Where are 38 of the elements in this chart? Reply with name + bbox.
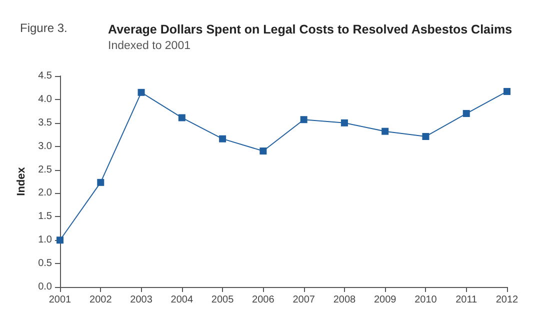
y-tick-label: 2.5 (38, 164, 52, 176)
chart-subtitle: Indexed to 2001 (108, 40, 190, 52)
y-tick-label: 1.5 (38, 211, 52, 222)
y-tick-label: 4.5 (38, 70, 52, 82)
x-tick-label: 2011 (456, 294, 478, 306)
point (178, 114, 186, 122)
point (138, 88, 145, 96)
point (462, 110, 470, 118)
y-tick-label: 3.0 (38, 140, 52, 152)
caption: Figure 3. (20, 21, 68, 35)
point (504, 88, 510, 95)
point (97, 178, 104, 186)
point (382, 128, 389, 135)
point (340, 119, 348, 126)
x-tick-label: 2006 (252, 294, 275, 306)
x-tick-label: 2008 (333, 294, 356, 306)
point (260, 148, 267, 155)
chart-title: Average Dollars Spent on Legal Costs to Resolved Asbestos Claims (108, 22, 512, 36)
y-tick-label: 3.5 (38, 117, 52, 128)
y-tick-label: 0.0 (38, 282, 52, 292)
x-tick-label: 2003 (130, 294, 153, 306)
point (300, 116, 308, 124)
y-tick-label: 1.0 (38, 234, 52, 246)
x-tick-label: 2010 (414, 294, 438, 306)
point (422, 132, 430, 140)
x-tick-label: 2005 (211, 294, 234, 306)
x-tick-label: 2012 (496, 294, 519, 306)
y-tick-label: 4.0 (38, 94, 52, 105)
x-tick-label: 2009 (374, 294, 397, 306)
point (56, 236, 64, 244)
y-tick-label: 2.0 (38, 188, 52, 199)
y-tick-label: 0.5 (38, 258, 52, 270)
point (219, 135, 226, 142)
x-tick-label: 2001 (48, 294, 72, 306)
x-tick-label: 2007 (292, 294, 316, 306)
y-axis-title: Index (16, 166, 28, 196)
x-tick-label: 2004 (170, 294, 194, 306)
x-tick-label: 2002 (90, 294, 112, 306)
